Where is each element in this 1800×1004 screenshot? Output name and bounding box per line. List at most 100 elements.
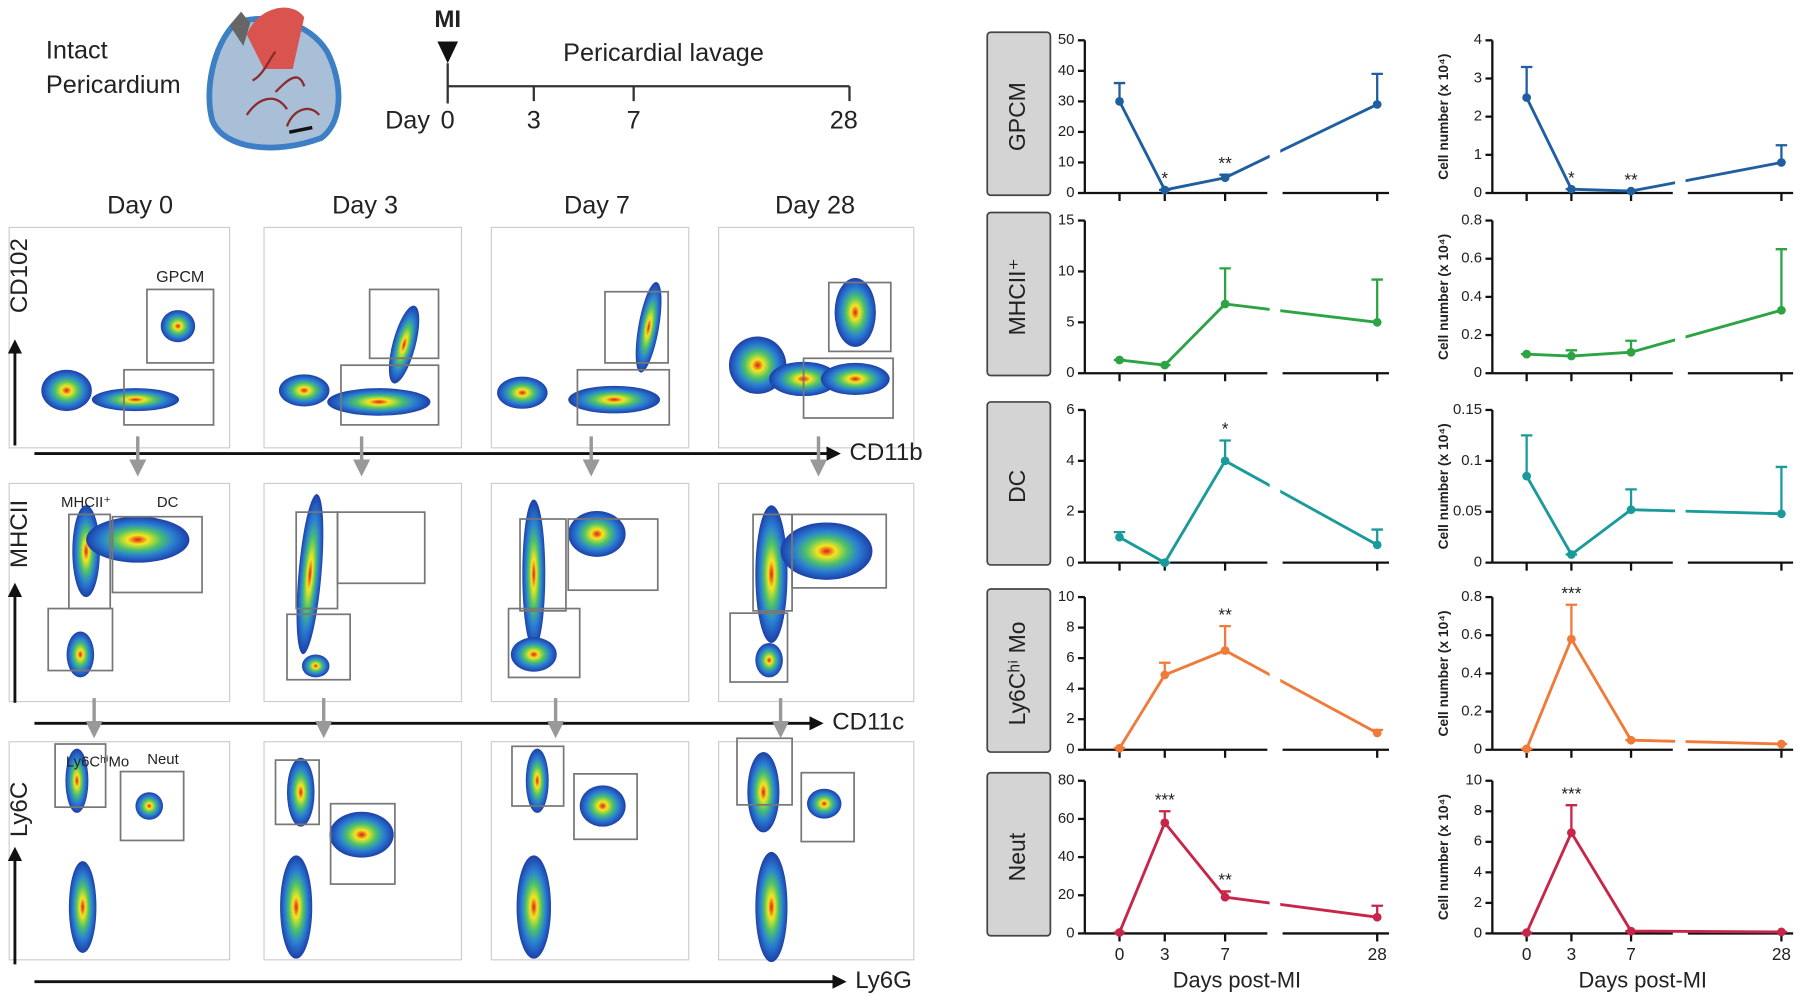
y-tick-label: 10: [1058, 262, 1075, 279]
axis-label: Ly6G: [855, 967, 912, 994]
cell-density: [525, 748, 549, 813]
cell-density: [66, 631, 95, 678]
row-label: MHCII⁺: [1004, 258, 1030, 335]
data-point: [1567, 351, 1576, 361]
gate: [827, 281, 892, 353]
y-tick-label: 0.2: [1461, 703, 1482, 720]
timeline-tick: 7: [627, 106, 641, 134]
y-tick-label: 4: [1474, 863, 1482, 880]
cell-density: [280, 855, 313, 959]
y-tick-label: 0: [1066, 924, 1074, 941]
flow-plot-frame: [490, 226, 690, 449]
data-point: [1567, 184, 1576, 194]
cell-density: [568, 385, 661, 414]
x-axis-label: Days post-MI: [1579, 967, 1707, 992]
data-line: [1525, 475, 1782, 557]
cell-density: [301, 654, 330, 678]
y-tick-label: 0.2: [1461, 326, 1482, 343]
timeline-axis: [446, 63, 851, 104]
y-tick-label: 6: [1474, 833, 1482, 850]
y-tick-label: 0: [1474, 741, 1482, 758]
cell-density: [510, 637, 557, 672]
significance-label: *: [1161, 168, 1168, 188]
timeline-tick: 0: [441, 106, 455, 134]
data-point: [1372, 100, 1382, 109]
significance-label: **: [1218, 604, 1232, 624]
cell-density: [72, 505, 100, 598]
gate: [111, 515, 203, 594]
event-label: MI: [434, 6, 461, 33]
data-point: [1777, 509, 1786, 519]
significance-label: ***: [1561, 783, 1581, 803]
cell-density: [91, 388, 180, 412]
y-tick-label: 6: [1066, 401, 1074, 418]
data-point: [1160, 818, 1170, 828]
y-tick-label: 0.4: [1461, 288, 1482, 305]
heart-illustration: [206, 7, 342, 151]
data-point: [1626, 926, 1636, 936]
row-label-box: [986, 211, 1052, 377]
data-point: [1522, 928, 1532, 938]
heading: Pericardium: [46, 71, 181, 99]
y-tick-label: 10: [1058, 588, 1075, 605]
significance-label: ***: [1155, 790, 1175, 810]
data-point: [1220, 646, 1230, 655]
data-line: [1118, 648, 1378, 749]
axis-break-gap: [1675, 780, 1686, 929]
gate: [329, 802, 396, 885]
y-axis-label: Cell number (x 10⁴): [1436, 423, 1451, 549]
gate: [729, 612, 789, 683]
axis-break-gap: [1269, 780, 1281, 929]
y-tick-label: 6: [1066, 649, 1074, 666]
y-tick-label: 0.6: [1461, 626, 1482, 643]
axis-break-gap: [1675, 409, 1686, 559]
timeline-tick: 28: [830, 106, 858, 134]
cell-density: [755, 642, 783, 678]
data-point: [1115, 743, 1124, 753]
data-point: [1160, 185, 1170, 195]
y-tick-label: 8: [1474, 802, 1482, 819]
x-tick-label: 28: [1368, 944, 1387, 964]
cell-density: [747, 752, 780, 833]
y-tick-label: 20: [1058, 886, 1075, 903]
data-line: [1525, 96, 1782, 193]
y-tick-label: 40: [1058, 848, 1075, 865]
axis-break-gap: [1269, 409, 1281, 559]
row-label-box: [986, 588, 1052, 753]
error-bar: [1775, 248, 1788, 311]
gate: [119, 770, 185, 842]
y-tick-label: 0.8: [1461, 588, 1482, 605]
gate-label: DC: [157, 494, 179, 511]
gate: [286, 613, 351, 681]
row-label: Neut: [1004, 832, 1030, 881]
y-tick-label: 4: [1474, 31, 1482, 48]
y-tick-label: 4: [1066, 680, 1074, 697]
flow-plot-frame: [718, 741, 915, 961]
data-line: [1526, 308, 1782, 358]
flow-plot-frame: [8, 226, 231, 449]
significance-label: **: [1624, 169, 1638, 189]
gate-label: Ly6CʰⁱMo: [66, 753, 129, 770]
data-point: [1220, 173, 1230, 183]
gate: [336, 511, 426, 585]
y-tick-label: 0: [1474, 924, 1482, 941]
y-tick-label: 5: [1066, 313, 1074, 330]
y-tick-label: 8: [1066, 619, 1074, 636]
axis-break-gap: [1269, 220, 1281, 369]
gate: [368, 288, 440, 360]
cell-density: [820, 362, 890, 396]
cell-density: [522, 499, 546, 649]
flow-plot-frame: [718, 482, 915, 703]
axis-break-gap: [1675, 597, 1686, 746]
row-label: Ly6Cʰⁱ Mo: [1004, 622, 1030, 726]
data-point: [1160, 558, 1170, 567]
data-point: [1567, 634, 1576, 644]
data-point: [1626, 505, 1636, 515]
row-label-box: [986, 401, 1052, 566]
flow-plot-frame: [718, 226, 915, 449]
gate: [146, 288, 215, 364]
data-point: [1522, 349, 1532, 359]
y-tick-label: 2: [1066, 503, 1074, 520]
axis-label: CD11c: [832, 709, 904, 736]
data-point: [1567, 550, 1576, 559]
